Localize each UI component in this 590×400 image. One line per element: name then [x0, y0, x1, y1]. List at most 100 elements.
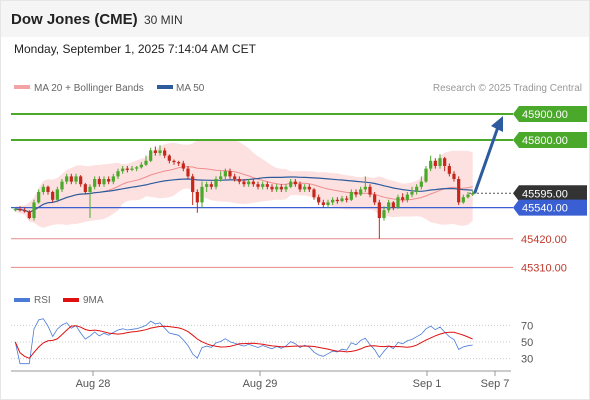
level-lines-layer	[11, 113, 513, 268]
candle	[121, 166, 125, 174]
candle-body	[205, 184, 209, 187]
candle	[461, 194, 465, 204]
x-tick-label: Aug 29	[243, 378, 278, 390]
candle	[60, 179, 64, 192]
candle-body	[349, 192, 353, 200]
candle-body	[410, 192, 414, 195]
candle-body	[65, 176, 69, 182]
candle-body	[125, 168, 129, 170]
candle	[83, 182, 87, 195]
candle-body	[396, 197, 400, 208]
candle-body	[158, 150, 162, 153]
candle	[37, 189, 41, 204]
candle	[293, 179, 297, 187]
candle-body	[284, 186, 288, 190]
candle-body	[265, 184, 269, 187]
candle-body	[153, 150, 157, 153]
candle-body	[270, 186, 274, 190]
candle	[51, 190, 55, 203]
candle-body	[111, 176, 115, 182]
candle	[410, 186, 414, 198]
candle-body	[377, 202, 381, 218]
level-box-45595	[513, 185, 587, 202]
ma20-legend-swatch	[14, 85, 30, 89]
candle	[65, 173, 69, 185]
candle	[214, 176, 218, 190]
candle-body	[354, 192, 358, 195]
rsi-line	[14, 318, 473, 365]
candle	[321, 199, 325, 208]
candle	[130, 166, 134, 172]
candle	[149, 147, 153, 163]
candle-body	[251, 181, 255, 185]
candle	[340, 195, 344, 203]
candle	[158, 145, 162, 156]
candle-body	[303, 186, 307, 190]
candle-body	[387, 202, 391, 211]
candle-body	[424, 168, 428, 182]
candle	[107, 176, 111, 185]
candle	[359, 186, 363, 196]
candle-body	[312, 189, 316, 198]
candle	[312, 188, 316, 200]
candle	[191, 173, 195, 205]
candle	[438, 154, 442, 169]
candle-body	[130, 168, 134, 170]
candle-body	[209, 184, 213, 187]
candle	[18, 206, 22, 212]
candle	[396, 194, 400, 209]
candle	[270, 184, 274, 192]
candle-body	[461, 197, 465, 203]
candle	[349, 189, 353, 202]
candle	[242, 179, 246, 187]
candle	[205, 181, 209, 192]
candle	[228, 168, 232, 179]
candle	[261, 181, 265, 190]
ma50-legend-label: MA 50	[176, 83, 205, 94]
candle	[391, 201, 395, 211]
candle-body	[55, 189, 59, 200]
candle-body	[471, 193, 475, 195]
candle	[457, 176, 461, 205]
candle	[195, 189, 199, 213]
candle	[307, 184, 311, 192]
candle-body	[242, 181, 246, 185]
level-label-45900: 45900.00	[522, 109, 568, 121]
candle	[363, 176, 367, 192]
level-label-45420: 45420.00	[521, 234, 567, 246]
candle	[223, 168, 227, 179]
candle	[163, 147, 167, 159]
rsi-tick-50: 50	[521, 337, 533, 349]
candle-body	[419, 181, 423, 187]
candle-body	[261, 184, 265, 187]
candle	[69, 173, 73, 185]
candle-body	[293, 181, 297, 185]
candle	[46, 185, 50, 195]
candle-body	[382, 210, 386, 218]
projection-arrow-head	[491, 116, 503, 132]
rsi-legend-swatch	[14, 298, 30, 302]
candle-body	[37, 192, 41, 203]
candle	[200, 181, 204, 208]
candle-body	[363, 186, 367, 190]
candle-body	[433, 160, 437, 166]
candle-body	[391, 202, 395, 208]
candle-body	[13, 208, 17, 211]
candle-body	[466, 194, 470, 198]
candle-body	[368, 186, 372, 195]
candle-body	[116, 171, 120, 177]
rsi-tick-30: 30	[521, 354, 533, 366]
candle	[382, 206, 386, 221]
candle-body	[172, 160, 176, 163]
candle	[429, 155, 433, 172]
candle-body	[359, 189, 363, 195]
candle	[368, 184, 372, 198]
candle-body	[228, 171, 232, 177]
candle-body	[83, 184, 87, 192]
candle-body	[373, 194, 377, 203]
candle	[345, 195, 349, 203]
candle	[219, 171, 223, 182]
candle-body	[97, 179, 101, 185]
candle-body	[237, 179, 241, 182]
